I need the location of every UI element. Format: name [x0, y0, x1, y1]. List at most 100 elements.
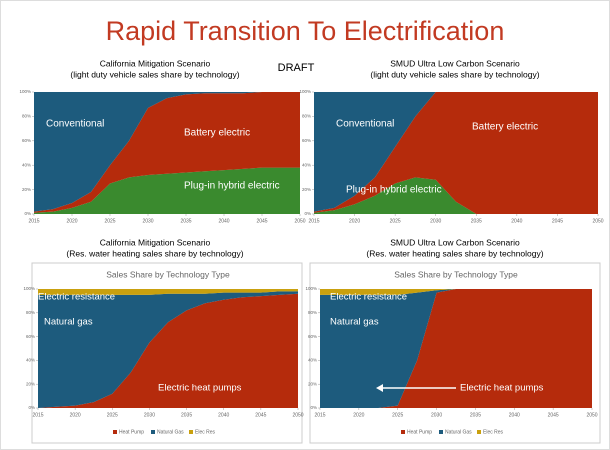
series-label: Battery electric [472, 122, 538, 133]
area [320, 289, 592, 295]
series-label: Electric resistance [330, 292, 407, 303]
area [314, 92, 598, 212]
series-label: Electric heat pumps [460, 383, 544, 394]
series-label: Electric resistance [38, 292, 115, 303]
x-tick-label: 2030 [430, 218, 441, 224]
x-tick-label: 2045 [256, 218, 267, 224]
x-tick-label: 2020 [353, 412, 364, 418]
y-tick-label: 100% [23, 286, 35, 291]
x-tick-label: 2015 [28, 218, 39, 224]
chart-subtitle: (light duty vehicle sales share by techn… [370, 69, 539, 79]
x-tick-label: 2025 [390, 218, 401, 224]
x-tick-label: 2045 [548, 412, 559, 418]
y-tick-label: 100% [19, 89, 31, 94]
legend-label: Elec Res [483, 429, 504, 435]
y-tick-label: 80% [22, 114, 31, 119]
chart-title: SMUD Ultra Low Carbon Scenario [390, 58, 520, 68]
y-tick-label: 0% [28, 405, 35, 410]
x-tick-label: 2045 [552, 218, 563, 224]
area [320, 289, 592, 408]
y-tick-label: 100% [305, 286, 317, 291]
legend-label: Natural Gas [157, 429, 184, 435]
y-tick-label: 0% [310, 405, 317, 410]
chart-title: California Mitigation Scenario [100, 58, 211, 68]
x-tick-label: 2035 [471, 218, 482, 224]
area [314, 92, 598, 214]
y-tick-label: 40% [302, 162, 311, 167]
legend-swatch [113, 430, 117, 434]
area [320, 289, 592, 408]
x-tick-label: 2050 [294, 218, 305, 224]
x-tick-label: 2015 [314, 412, 325, 418]
series-label: Electric heat pumps [158, 383, 242, 394]
area [34, 167, 300, 214]
x-tick-label: 2015 [32, 412, 43, 418]
x-tick-label: 2050 [292, 412, 303, 418]
draft-stamp: DRAFT [278, 62, 315, 74]
area [38, 291, 298, 408]
y-tick-label: 80% [302, 114, 311, 119]
series-label: Plug-in hybrid electric [346, 185, 442, 196]
x-tick-label: 2040 [511, 218, 522, 224]
x-tick-label: 2015 [308, 218, 319, 224]
legend-swatch [151, 430, 155, 434]
x-tick-label: 2035 [470, 412, 481, 418]
y-tick-label: 20% [308, 381, 317, 386]
x-tick-label: 2040 [509, 412, 520, 418]
chart-title: SMUD Ultra Low Carbon Scenario [390, 237, 520, 247]
legend-label: Natural Gas [445, 429, 472, 435]
y-tick-label: 60% [302, 138, 311, 143]
area [38, 293, 298, 408]
series-label: Natural gas [44, 317, 93, 328]
y-tick-label: 20% [22, 187, 31, 192]
y-tick-label: 60% [26, 334, 35, 339]
y-tick-label: 60% [22, 138, 31, 143]
x-tick-label: 2030 [142, 218, 153, 224]
y-tick-label: 0% [24, 211, 31, 216]
y-tick-label: 100% [299, 89, 311, 94]
y-tick-label: 40% [26, 358, 35, 363]
area [38, 289, 298, 295]
x-tick-label: 2035 [181, 412, 192, 418]
x-tick-label: 2020 [66, 218, 77, 224]
legend-label: Elec Res [195, 429, 216, 435]
x-tick-label: 2020 [70, 412, 81, 418]
arrow-head [376, 384, 383, 392]
y-tick-label: 20% [302, 187, 311, 192]
y-tick-label: 60% [308, 334, 317, 339]
legend-swatch [477, 430, 481, 434]
chart-subtitle: (Res. water heating sales share by techn… [366, 248, 543, 258]
series-label: Battery electric [184, 128, 250, 139]
legend-swatch [439, 430, 443, 434]
x-tick-label: 2030 [144, 412, 155, 418]
series-label: Natural gas [330, 317, 379, 328]
x-tick-label: 2030 [431, 412, 442, 418]
slide-title: Rapid Transition To Electrification [106, 16, 505, 46]
x-tick-label: 2040 [218, 412, 229, 418]
x-tick-label: 2025 [392, 412, 403, 418]
inner-title: Sales Share by Technology Type [106, 269, 230, 279]
y-tick-label: 40% [308, 358, 317, 363]
x-tick-label: 2045 [255, 412, 266, 418]
y-tick-label: 0% [304, 211, 311, 216]
series-label: Conventional [46, 119, 104, 130]
area [34, 92, 300, 212]
legend-swatch [189, 430, 193, 434]
chart-subtitle: (light duty vehicle sales share by techn… [70, 69, 239, 79]
y-tick-label: 40% [22, 162, 31, 167]
y-tick-label: 80% [308, 310, 317, 315]
series-label: Plug-in hybrid electric [184, 181, 280, 192]
legend-label: Heat Pump [119, 429, 144, 435]
area [34, 92, 300, 213]
x-tick-label: 2035 [180, 218, 191, 224]
x-tick-label: 2020 [349, 218, 360, 224]
legend-label: Heat Pump [407, 429, 432, 435]
x-tick-label: 2040 [218, 218, 229, 224]
chart-title: California Mitigation Scenario [100, 237, 211, 247]
series-label: Conventional [336, 119, 394, 130]
x-tick-label: 2025 [104, 218, 115, 224]
legend-swatch [401, 430, 405, 434]
inner-title: Sales Share by Technology Type [394, 269, 518, 279]
x-tick-label: 2050 [592, 218, 603, 224]
